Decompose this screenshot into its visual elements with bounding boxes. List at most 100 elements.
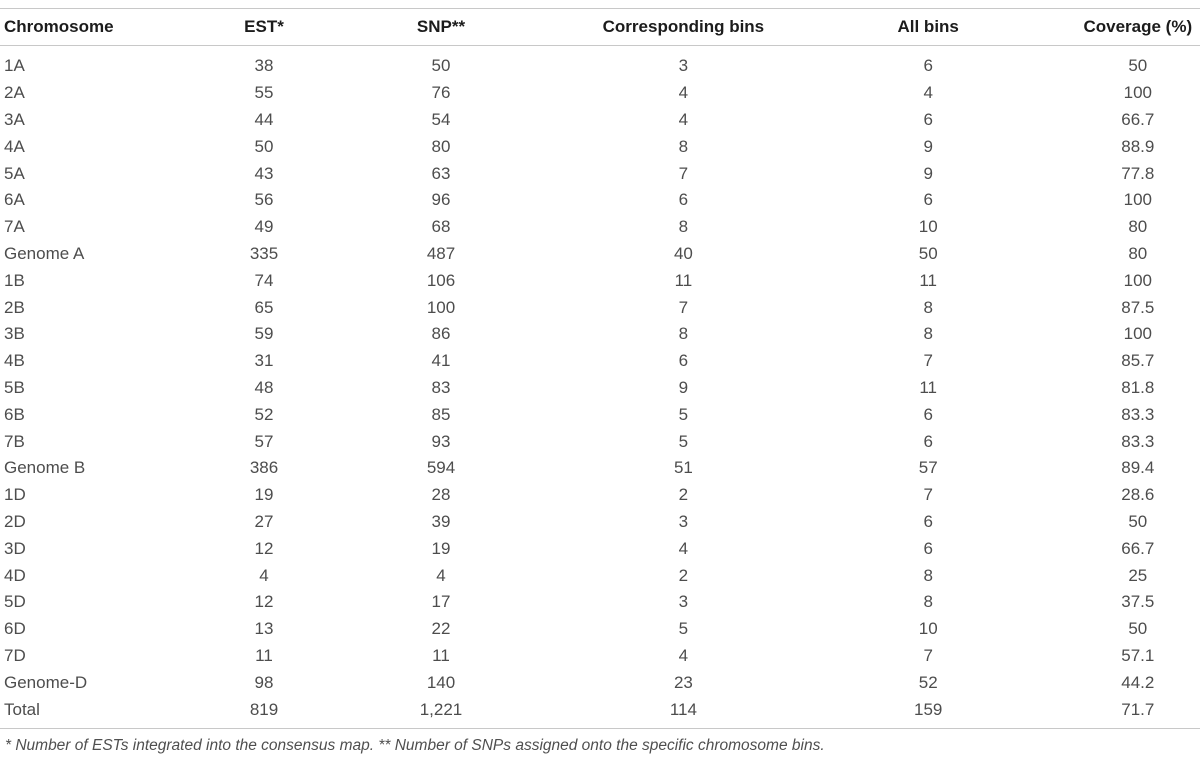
cell-est: 52	[254, 404, 274, 424]
cell-chromosome: Genome-D	[4, 672, 88, 692]
cell-chromosome: 5D	[4, 592, 26, 612]
cell-est: 57	[254, 431, 274, 451]
table-row: 2A 55 76 4 4 100	[0, 80, 1200, 107]
cell-snp: 80	[431, 136, 451, 156]
cell-all-bins: 8	[923, 565, 933, 585]
cell-snp: 86	[431, 324, 451, 344]
cell-corresponding-bins: 3	[678, 56, 689, 76]
cell-chromosome: 2D	[4, 511, 26, 531]
table-row: 6A 56 96 6 6 100	[0, 187, 1200, 214]
cell-all-bins: 11	[919, 377, 938, 397]
cell-all-bins: 57	[918, 458, 938, 478]
table-body: 1A 38 50 3 6 50 2A 55 76 4 4 100 3A 44 54 4 6 66.7 4A 50 80 8…	[0, 46, 1200, 723]
cell-snp: 63	[431, 163, 451, 183]
cell-coverage: 80	[1128, 217, 1148, 237]
cell-chromosome: 2B	[4, 297, 25, 317]
cell-all-bins: 6	[923, 109, 933, 129]
cell-chromosome: 7B	[4, 431, 25, 451]
cell-chromosome: 1B	[4, 270, 25, 290]
table-row: 1A 38 50 3 6 50	[0, 46, 1200, 80]
cell-coverage: 50	[1128, 56, 1148, 76]
cell-snp: 39	[431, 511, 451, 531]
table-row: 2D 27 39 3 6 50	[0, 509, 1200, 536]
table-row: 4A 50 80 8 9 88.9	[0, 133, 1200, 160]
cell-all-bins: 50	[918, 243, 938, 263]
cell-all-bins: 6	[923, 56, 933, 76]
cell-coverage: 71.7	[1121, 699, 1155, 719]
cell-coverage: 100	[1123, 324, 1152, 344]
cell-est: 819	[249, 699, 279, 719]
cell-est: 48	[254, 377, 274, 397]
table-container: Chromosome EST* SNP** Corresponding bins…	[0, 8, 1200, 723]
cell-snp: 1,221	[419, 699, 463, 719]
cell-snp: 11	[432, 645, 450, 665]
cell-snp: 28	[431, 485, 451, 505]
table-row: 2B 65 100 7 8 87.5	[0, 294, 1200, 321]
cell-corresponding-bins: 40	[673, 243, 693, 263]
cell-chromosome: 3D	[4, 538, 26, 558]
cell-all-bins: 7	[923, 645, 933, 665]
cell-snp: 41	[431, 351, 451, 371]
cell-est: 43	[254, 163, 274, 183]
cell-corresponding-bins: 3	[678, 592, 689, 612]
cell-chromosome: 6A	[4, 190, 25, 210]
cell-snp: 83	[431, 377, 451, 397]
table-row: 7A 49 68 8 10 80	[0, 214, 1200, 241]
cell-est: 4	[259, 565, 269, 585]
cell-chromosome: 2A	[4, 83, 25, 103]
cell-coverage: 57.1	[1121, 645, 1155, 665]
cell-snp: 68	[431, 217, 451, 237]
cell-all-bins: 7	[923, 485, 933, 505]
cell-corresponding-bins: 4	[678, 645, 689, 665]
table-row: 7D 11 11 4 7 57.1	[0, 643, 1200, 670]
cell-est: 44	[254, 109, 274, 129]
table-row: Genome B 386 594 51 57 89.4	[0, 455, 1200, 482]
cell-all-bins: 159	[914, 699, 943, 719]
cell-est: 98	[254, 672, 274, 692]
cell-snp: 594	[426, 458, 456, 478]
cell-est: 55	[254, 83, 274, 103]
cell-all-bins: 11	[919, 270, 938, 290]
cell-snp: 140	[426, 672, 456, 692]
cell-snp: 50	[431, 56, 451, 76]
cell-chromosome: 3B	[4, 324, 25, 344]
cell-all-bins: 4	[923, 83, 933, 103]
cell-coverage: 85.7	[1121, 351, 1155, 371]
table-footnote: * Number of ESTs integrated into the con…	[0, 727, 1200, 755]
cell-est: 19	[254, 485, 274, 505]
cell-coverage: 100	[1123, 270, 1152, 290]
column-header-coverage: Coverage (%)	[1005, 8, 1200, 46]
cell-corresponding-bins: 8	[678, 136, 689, 156]
cell-snp: 106	[426, 270, 456, 290]
column-header-est: EST*	[162, 8, 366, 46]
table-row: 5A 43 63 7 9 77.8	[0, 160, 1200, 187]
cell-corresponding-bins: 3	[678, 511, 689, 531]
cell-chromosome: 7D	[4, 645, 26, 665]
cell-chromosome: 5A	[4, 163, 25, 183]
cell-corresponding-bins: 6	[678, 351, 689, 371]
cell-corresponding-bins: 4	[678, 538, 689, 558]
cell-snp: 54	[431, 109, 451, 129]
table-row: 1B 74 106 11 11 100	[0, 267, 1200, 294]
cell-corresponding-bins: 7	[678, 297, 689, 317]
header-row: Chromosome EST* SNP** Corresponding bins…	[0, 8, 1200, 46]
cell-all-bins: 6	[923, 404, 933, 424]
table-row: Genome A 335 487 40 50 80	[0, 241, 1200, 268]
table-row: 3D 12 19 4 6 66.7	[0, 535, 1200, 562]
table-row: 6D 13 22 5 10 50	[0, 616, 1200, 643]
cell-est: 12	[254, 538, 274, 558]
table-row: 5D 12 17 3 8 37.5	[0, 589, 1200, 616]
cell-chromosome: 7A	[4, 217, 25, 237]
cell-chromosome: 4D	[4, 565, 26, 585]
cell-corresponding-bins: 11	[674, 270, 693, 290]
cell-snp: 85	[431, 404, 451, 424]
cell-coverage: 83.3	[1121, 404, 1155, 424]
cell-corresponding-bins: 4	[678, 83, 689, 103]
cell-corresponding-bins: 8	[678, 324, 689, 344]
cell-snp: 4	[436, 565, 446, 585]
cell-snp: 76	[431, 83, 451, 103]
cell-chromosome: 4A	[4, 136, 25, 156]
table-row: Genome-D 98 140 23 52 44.2	[0, 669, 1200, 696]
cell-chromosome: 1A	[4, 56, 25, 76]
